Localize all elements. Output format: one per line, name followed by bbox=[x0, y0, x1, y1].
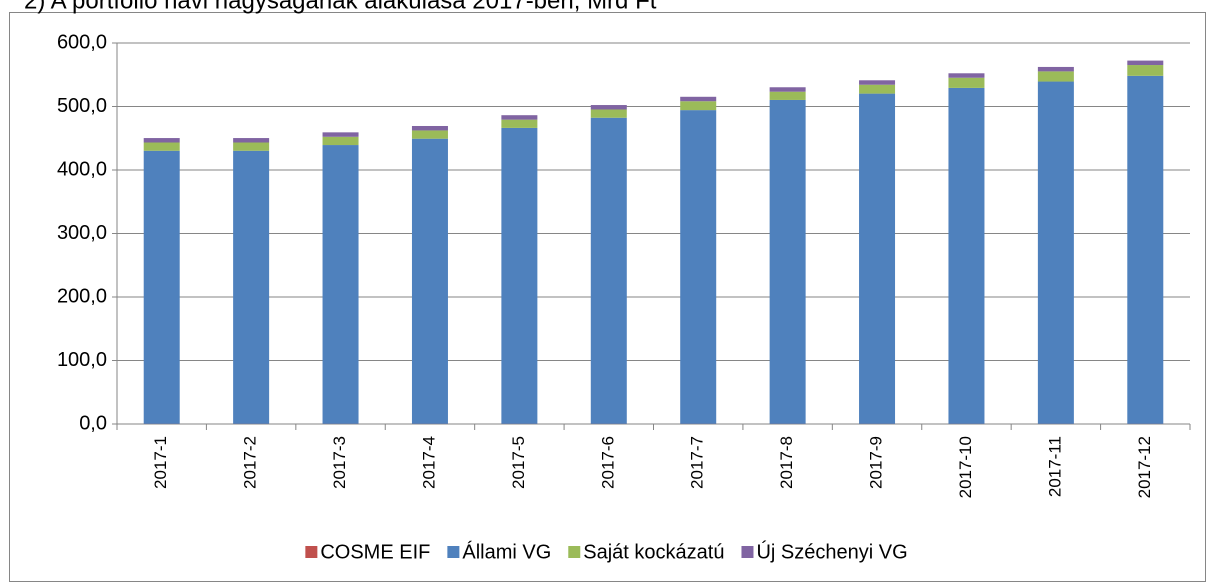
y-tick-label: 0,0 bbox=[79, 412, 107, 434]
bar-segment bbox=[859, 84, 896, 94]
bar-segment bbox=[948, 73, 985, 78]
bar-segment bbox=[1127, 60, 1164, 66]
x-tick-label: 2017-2 bbox=[241, 436, 260, 489]
legend-label: Saját kockázatú bbox=[583, 541, 724, 563]
bar-segment bbox=[501, 119, 538, 128]
bar-segment bbox=[769, 99, 806, 424]
bar-segment bbox=[143, 150, 180, 424]
bar-segment bbox=[322, 132, 359, 137]
legend-label: COSME EIF bbox=[320, 541, 430, 563]
x-tick-label: 2017-4 bbox=[419, 436, 438, 489]
y-tick-label: 400,0 bbox=[57, 158, 107, 180]
bar-segment bbox=[143, 138, 180, 143]
x-tick-label: 2017-10 bbox=[956, 436, 975, 498]
bar-segment bbox=[233, 142, 270, 151]
bar-segment bbox=[769, 87, 806, 92]
bar-segment bbox=[769, 91, 806, 100]
legend-label: Új Széchenyi VG bbox=[756, 540, 907, 563]
bar-segment bbox=[233, 138, 270, 143]
legend-item: Állami VG bbox=[447, 540, 551, 563]
bar-segment bbox=[590, 117, 627, 424]
bar-segment bbox=[411, 138, 448, 424]
bar-segment bbox=[859, 80, 896, 85]
x-tick-label: 2017-3 bbox=[330, 436, 349, 489]
bar-segment bbox=[411, 125, 448, 131]
bar-segment bbox=[143, 142, 180, 151]
bar-segment bbox=[590, 109, 627, 118]
x-tick-label: 2017-1 bbox=[151, 436, 170, 489]
x-tick-label: 2017-9 bbox=[867, 436, 886, 489]
bar-segment bbox=[948, 87, 985, 424]
bar-segment bbox=[680, 96, 717, 102]
x-tick-label: 2017-7 bbox=[688, 436, 707, 489]
title-background bbox=[20, 0, 940, 12]
bar-segment bbox=[859, 93, 896, 424]
bar-segment bbox=[680, 101, 717, 111]
legend-swatch bbox=[447, 546, 460, 558]
y-tick-label: 500,0 bbox=[57, 95, 107, 117]
bar-segment bbox=[501, 127, 538, 424]
chart-title: 2) A portfólió havi nagyságának alakulás… bbox=[24, 0, 657, 14]
bar-segment bbox=[1037, 81, 1074, 424]
bar-segment bbox=[322, 145, 359, 424]
legend-label: Állami VG bbox=[462, 540, 551, 563]
x-tick-label: 2017-12 bbox=[1135, 436, 1154, 498]
bar-segment bbox=[501, 115, 538, 120]
bar-segment bbox=[1037, 71, 1074, 82]
legend-item: Saját kockázatú bbox=[568, 541, 724, 563]
bar-segment bbox=[1127, 65, 1164, 76]
bar-segment bbox=[233, 150, 270, 424]
x-tick-label: 2017-8 bbox=[777, 436, 796, 489]
legend-swatch bbox=[568, 546, 581, 558]
x-tick-label: 2017-5 bbox=[509, 436, 528, 489]
bar-segment bbox=[411, 130, 448, 139]
bar-segment bbox=[322, 136, 359, 146]
x-tick-label: 2017-6 bbox=[598, 436, 617, 489]
legend-swatch bbox=[305, 546, 318, 558]
bar-segment bbox=[1127, 75, 1164, 424]
y-tick-label: 300,0 bbox=[57, 222, 107, 244]
legend-item: Új Széchenyi VG bbox=[741, 540, 908, 563]
bar-segment bbox=[590, 105, 627, 110]
bar-segment bbox=[1037, 66, 1074, 72]
y-tick-label: 600,0 bbox=[57, 31, 107, 53]
legend-item: COSME EIF bbox=[305, 541, 430, 563]
y-tick-label: 200,0 bbox=[57, 285, 107, 307]
bar-segment bbox=[680, 110, 717, 424]
bar-segment bbox=[948, 77, 985, 88]
y-tick-label: 100,0 bbox=[57, 349, 107, 371]
x-tick-label: 2017-11 bbox=[1045, 436, 1064, 497]
legend-swatch bbox=[741, 546, 754, 558]
